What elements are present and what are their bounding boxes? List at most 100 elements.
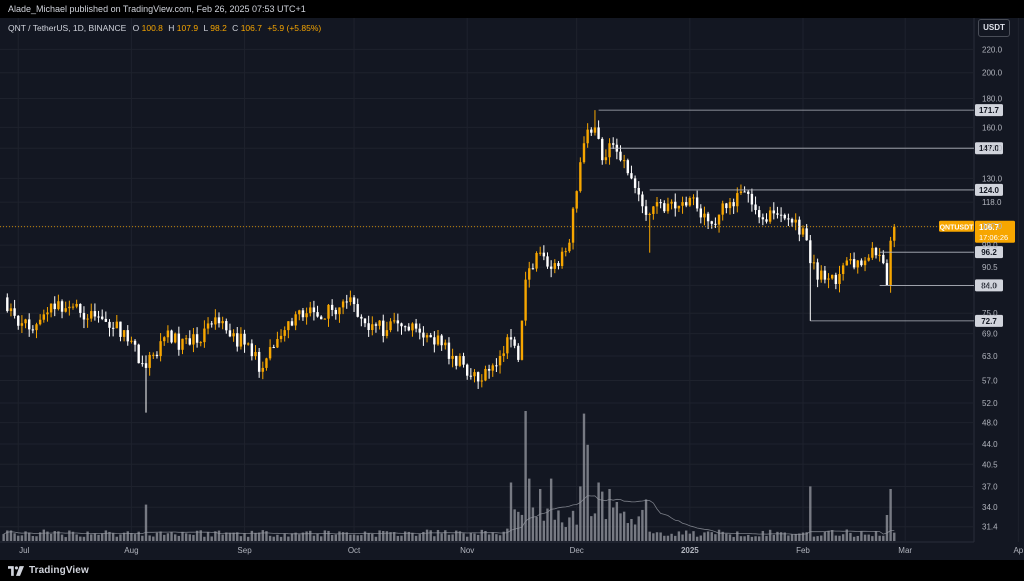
candle-body	[396, 320, 400, 324]
price-tick-label: 69.0	[982, 330, 998, 339]
volume-bar	[608, 489, 611, 541]
volume-bar	[133, 534, 137, 541]
volume-bar	[747, 534, 750, 541]
volume-bar	[122, 532, 126, 541]
volume-bar	[17, 535, 20, 541]
candle-body	[418, 328, 421, 333]
candle-body	[466, 364, 469, 376]
candle-body	[801, 228, 805, 235]
volume-bar	[104, 530, 108, 541]
candle-body	[487, 368, 491, 371]
price-level-tag	[975, 314, 1003, 327]
price-axis[interactable]: 31.4 34.0 37.0 40.5 44.0 48.0 52.0 57.0 63.0 69.0…	[982, 45, 1003, 531]
volume-bar	[148, 535, 151, 541]
symbol-tag	[939, 220, 974, 232]
price-level-tag-label: 147.0	[979, 144, 1000, 153]
volume-bar	[119, 534, 122, 541]
price-tick-label: 107.0	[982, 222, 1003, 231]
candle-body	[794, 219, 797, 223]
volume-bar	[506, 528, 509, 541]
price-tick-label: 57.0	[982, 376, 998, 385]
publisher-text: Alade_Michael published on TradingView.c…	[8, 4, 306, 14]
candle-body	[312, 307, 316, 313]
volume-bar	[699, 535, 702, 541]
volume-bar	[64, 537, 67, 541]
volume-bar	[371, 533, 374, 541]
candle-body	[247, 343, 250, 345]
volume-bar	[90, 534, 93, 541]
volume-bar	[710, 532, 713, 541]
currency-button[interactable]: USDT	[978, 19, 1010, 37]
candle-body	[97, 316, 100, 318]
volume-bar	[257, 532, 261, 541]
volume-bar	[593, 513, 597, 541]
candle-body	[228, 330, 232, 337]
volume-bar	[389, 532, 392, 541]
candle-body	[71, 306, 75, 308]
candle-body	[553, 263, 556, 269]
candle-body	[254, 351, 257, 357]
volume-bar	[809, 486, 812, 541]
volume-bar	[283, 533, 286, 541]
tradingview-logo[interactable]: TradingView	[8, 564, 89, 577]
candle-body	[272, 347, 275, 349]
volume-bar	[622, 511, 626, 541]
volume-bar	[863, 534, 867, 541]
volume-bar	[535, 516, 538, 541]
candle-body	[706, 213, 710, 222]
volume-bar	[528, 478, 531, 541]
symbol-legend: QNT / TetherUS, 1D, BINANCE O 100.8 H 10…	[8, 23, 321, 33]
time-tick-label: Oct	[348, 546, 361, 555]
volume-bar	[597, 482, 600, 541]
time-axis[interactable]: Jul Aug Sep Oct Nov Dec 2025 Feb Mar Ap	[19, 546, 1024, 555]
candle-body	[677, 205, 681, 209]
volume-bar	[382, 530, 385, 541]
volume-bar	[885, 515, 889, 541]
volume-bar	[787, 535, 790, 541]
volume-bar	[327, 530, 330, 541]
candle-body	[805, 228, 808, 241]
svg-text:QNT / TetherUS, 1D, BINANCE: QNT / TetherUS, 1D, BINANCE O 100.8 H 10…	[8, 23, 321, 33]
candle-body	[316, 312, 319, 317]
volume-bar	[677, 531, 681, 541]
candle-body	[714, 223, 717, 225]
volume-bar	[163, 534, 166, 541]
candle-body	[878, 254, 881, 256]
volume-bar	[345, 532, 348, 541]
volume-bar	[159, 531, 162, 541]
price-tick-label: 200.0	[982, 69, 1003, 78]
volume-bar	[82, 536, 86, 541]
volume-bar	[564, 527, 567, 541]
volume-bar	[560, 522, 564, 541]
candle-body	[13, 308, 16, 316]
legend-change: +5.9 (+5.85%)	[267, 23, 321, 33]
candle-body	[867, 257, 870, 261]
candle-body	[513, 339, 516, 346]
volume-bar	[626, 523, 629, 541]
volume-bar	[582, 413, 586, 541]
volume-bar	[411, 532, 414, 541]
volume-bar	[49, 533, 53, 541]
candle-body	[608, 143, 611, 158]
candle-body	[758, 210, 761, 218]
candle-body	[360, 316, 363, 319]
candle-body	[440, 335, 443, 346]
volume-bar	[476, 534, 480, 541]
volume-bar	[367, 533, 370, 541]
volume-bar	[524, 411, 527, 541]
volume-bar	[338, 531, 341, 541]
candle-body	[535, 253, 538, 269]
volume-bar	[2, 534, 5, 541]
candle-body	[166, 330, 170, 338]
volume-bar	[695, 536, 699, 541]
candle-body	[710, 221, 713, 224]
candle-body	[852, 259, 856, 268]
candle-body	[557, 263, 560, 266]
candle-body	[137, 344, 140, 364]
candle-body	[506, 337, 509, 354]
price-tick-label: 99.0	[982, 241, 998, 250]
candle-body	[695, 197, 699, 209]
volume-bar	[641, 509, 644, 541]
